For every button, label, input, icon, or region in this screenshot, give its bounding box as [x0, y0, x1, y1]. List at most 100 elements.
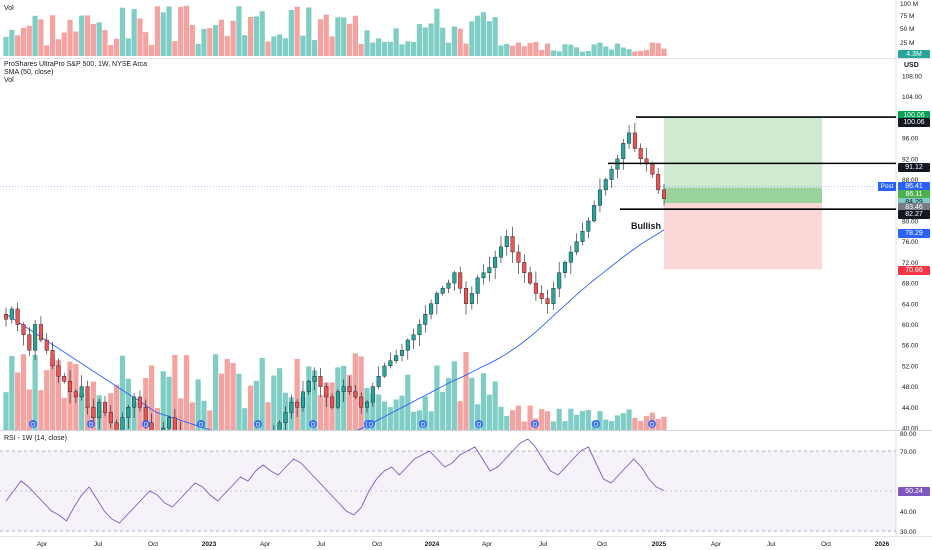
label-target-top2: 100.06 — [898, 118, 930, 127]
candle-body — [68, 381, 73, 392]
volume-bar — [277, 368, 283, 430]
volume-bar — [271, 375, 277, 430]
volume-bar — [9, 355, 15, 430]
vol-tick-75m: 75 M — [900, 13, 914, 20]
rsi-pane[interactable]: 80.00 70.00 40.00 30.00 — [0, 430, 932, 536]
top-volume-bar — [207, 28, 213, 56]
top-volume-bar — [224, 36, 230, 56]
top-volume-bar — [335, 17, 341, 56]
top-volume-bar — [160, 12, 166, 56]
time-tick: Oct — [372, 541, 382, 548]
top-volume-bar — [84, 15, 91, 57]
candle-body — [365, 401, 370, 408]
top-volume-bar — [15, 35, 21, 56]
volume-bar — [597, 411, 603, 430]
dividend-marker-label: D — [311, 423, 316, 429]
top-volume-bar — [306, 7, 312, 56]
candle-body — [97, 401, 102, 418]
candle-body — [504, 236, 509, 248]
dividend-marker-label: D — [650, 423, 655, 429]
candle-body — [126, 407, 131, 418]
label-last-b: 84.29 — [898, 198, 930, 207]
candle-body — [551, 288, 556, 304]
top-volume-bar — [119, 7, 126, 56]
volume-bar — [643, 416, 650, 430]
top-volume-bar — [55, 39, 62, 56]
top-volume-bar — [253, 16, 259, 56]
time-tick: Jul — [94, 541, 103, 548]
candle-body — [44, 339, 49, 351]
candle-body — [33, 324, 38, 351]
volume-bar — [79, 392, 85, 430]
volume-bar — [102, 410, 108, 430]
price-pane[interactable]: DDDDDDDDDDDDD 108.00104.00100.0096.0092.… — [0, 58, 932, 430]
candle-body — [464, 288, 469, 304]
label-post-value: 86.41 — [898, 182, 930, 191]
top-volume-bar — [416, 24, 423, 56]
candle-body — [79, 386, 84, 398]
candle-body — [347, 386, 352, 392]
volume-bar — [562, 421, 568, 430]
candle-body — [91, 407, 96, 418]
time-axis[interactable]: Apr Jul Oct 2023 Apr Jul Oct 2024 Apr Jul Oct 2025 A… — [0, 536, 932, 550]
volume-bar — [486, 394, 492, 430]
rsi-tick-70: 70.00 — [900, 449, 917, 456]
rsi-line — [5, 438, 665, 524]
volume-bar — [550, 421, 556, 430]
top-volume-bar — [515, 42, 522, 56]
candle-body — [102, 401, 107, 413]
volume-bar — [61, 397, 67, 430]
vol-legend: Vol — [4, 77, 14, 84]
candle-body — [341, 386, 346, 392]
rsi-label: RSI - 1W (14, close) — [4, 435, 68, 442]
top-volume-bar — [67, 19, 73, 56]
volume-bar — [370, 393, 376, 430]
top-volume-bar — [49, 15, 56, 56]
top-volume-bar — [20, 27, 27, 56]
dividend-marker-label: D — [199, 423, 204, 429]
volume-bar — [20, 354, 27, 430]
candle-body — [50, 350, 55, 367]
top-volume-bar — [643, 49, 650, 56]
candle-body — [161, 427, 166, 430]
candle-body — [609, 168, 614, 180]
top-volume-bar — [247, 16, 254, 56]
top-volume-bar — [329, 36, 335, 56]
top-volume-bar — [282, 38, 289, 56]
volume-bar — [556, 408, 562, 430]
top-volume-bar — [393, 28, 399, 56]
dividend-marker-label: D — [89, 423, 94, 429]
candle-body — [306, 381, 311, 392]
volume-bar — [183, 355, 190, 430]
volume-bar — [434, 365, 440, 430]
top-volume-bar — [242, 35, 248, 56]
vol-tick-50m: 50 M — [900, 26, 914, 33]
candle-body — [312, 376, 317, 382]
top-volume-bar — [154, 6, 160, 57]
volume-bar — [44, 370, 50, 430]
top-volume-bar — [399, 44, 405, 56]
candle-body — [662, 189, 667, 199]
volume-bar — [346, 374, 353, 430]
candle-body — [621, 143, 626, 160]
volume-bar — [213, 354, 219, 430]
volume-bar — [166, 376, 172, 430]
top-volume-bar — [562, 44, 568, 56]
time-tick: Apr — [37, 541, 48, 548]
candle-body — [73, 391, 78, 398]
time-tick: Jul — [539, 541, 548, 548]
candle-body — [434, 293, 439, 304]
candle-body — [545, 298, 550, 304]
label-level-91: 91.12 — [898, 163, 930, 172]
top-volume-bar — [475, 15, 481, 57]
top-volume-bar — [661, 48, 667, 56]
label-level-82: 82.27 — [898, 210, 930, 219]
dividend-marker-label: D — [594, 423, 599, 429]
top-volume-bar — [265, 41, 271, 56]
top-volume-bar — [259, 11, 265, 57]
price-tick: 72.00 — [902, 260, 919, 267]
volume-bar — [49, 358, 56, 430]
top-volume-bar — [434, 8, 440, 56]
time-tick: Apr — [482, 541, 493, 548]
top-volume-bar — [504, 43, 510, 56]
